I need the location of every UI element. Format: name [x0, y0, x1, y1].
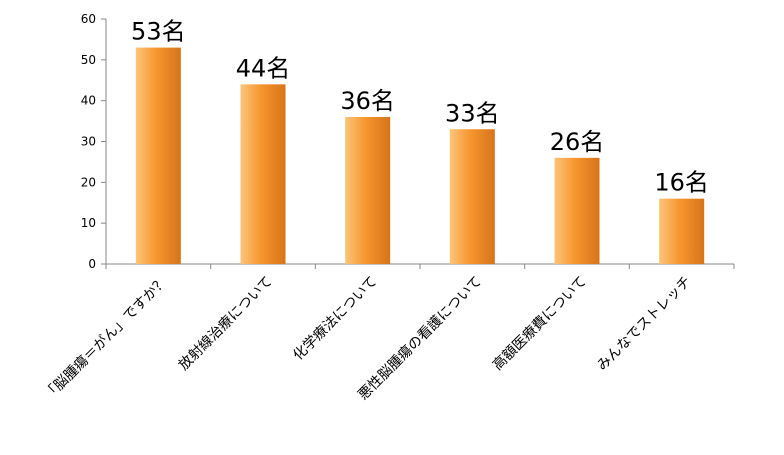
category-label: 高額医療費について	[489, 273, 590, 374]
data-label: 26名	[550, 128, 605, 156]
bar	[345, 117, 391, 264]
data-label: 36名	[340, 87, 395, 115]
category-label: 「脳腫瘍＝がん」ですか？	[40, 273, 171, 404]
category-label: 放射線治療について	[175, 273, 276, 374]
bar	[659, 198, 705, 264]
y-tick-label: 10	[81, 216, 96, 230]
bar	[449, 129, 495, 264]
category-labels: 「脳腫瘍＝がん」ですか？ 放射線治療について 化学療法について悪性脳腫瘍の看護につい…	[40, 273, 694, 404]
x-axis	[105, 263, 735, 269]
y-tick-label: 0	[88, 257, 96, 271]
y-tick-label: 50	[81, 53, 96, 67]
y-axis: 0 10 20 30 40 50 60	[81, 12, 107, 271]
y-tick-label: 60	[81, 12, 96, 26]
category-label: 悪性脳腫瘍の看護について	[355, 273, 486, 404]
bar	[135, 47, 181, 265]
bar	[554, 157, 600, 264]
bar	[240, 84, 286, 264]
data-label: 53名	[131, 18, 186, 46]
y-tick-label: 40	[81, 94, 96, 108]
data-label: 44名	[236, 54, 291, 82]
data-label: 16名	[654, 169, 709, 197]
category-label: みんなでストレッチ	[594, 274, 694, 374]
y-tick-label: 20	[81, 175, 96, 189]
bars	[135, 47, 705, 265]
y-tick-label: 30	[81, 135, 96, 149]
data-label: 33名	[445, 99, 500, 127]
category-label: 化学療法について	[290, 273, 381, 364]
data-labels: 53名 44名 36名 33名 26名 16名	[131, 18, 709, 197]
